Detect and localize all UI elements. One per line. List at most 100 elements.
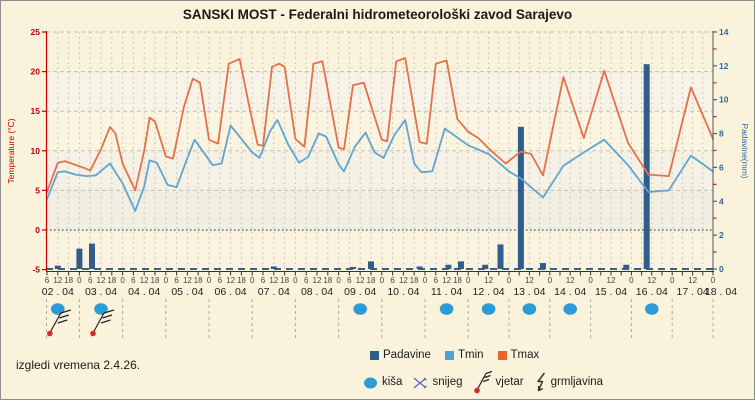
svg-text:12: 12 xyxy=(566,276,575,285)
svg-text:10 . 04: 10 . 04 xyxy=(387,286,419,298)
svg-text:5: 5 xyxy=(35,185,40,195)
rain-day-dot-icon xyxy=(94,303,108,315)
rain-day-dot-icon xyxy=(51,303,65,315)
svg-text:07 . 04: 07 . 04 xyxy=(258,286,290,298)
svg-text:12: 12 xyxy=(688,276,697,285)
svg-text:03 . 04: 03 . 04 xyxy=(85,286,117,298)
svg-text:0: 0 xyxy=(466,276,471,285)
svg-text:18: 18 xyxy=(107,276,116,285)
legend-item-vjetar: vjetar xyxy=(473,370,524,394)
legend-item-grmljavina: grmljavina xyxy=(534,372,603,393)
svg-text:18: 18 xyxy=(151,276,160,285)
svg-text:13 . 04: 13 . 04 xyxy=(513,286,545,298)
svg-text:0: 0 xyxy=(293,276,298,285)
legend-item-tmax: Tmax xyxy=(497,349,540,361)
svg-text:18: 18 xyxy=(194,276,203,285)
page-title: SANSKI MOST - Federalni hidrometeorološk… xyxy=(182,7,573,22)
svg-text:0: 0 xyxy=(120,276,125,285)
tmax-swatch-icon xyxy=(497,350,507,360)
svg-text:18: 18 xyxy=(280,276,289,285)
outlook-caption: izgledi vremena 2.4.26. xyxy=(16,358,141,372)
svg-text:14 . 04: 14 . 04 xyxy=(554,286,586,298)
svg-text:6: 6 xyxy=(347,276,352,285)
svg-text:09 . 04: 09 . 04 xyxy=(344,286,376,298)
rain-day-dot-icon xyxy=(439,303,454,315)
svg-text:12: 12 xyxy=(719,61,729,71)
legend-label-tmin: Tmin xyxy=(457,349,484,361)
legend-item-snijeg: snijeg xyxy=(412,375,463,390)
svg-text:12: 12 xyxy=(269,276,278,285)
lightning-icon xyxy=(536,372,545,391)
svg-text:14: 14 xyxy=(719,27,729,37)
legend-label-tmax: Tmax xyxy=(510,349,540,361)
legend-label-grmljavina: grmljavina xyxy=(550,376,604,388)
svg-text:12: 12 xyxy=(356,276,365,285)
svg-text:12: 12 xyxy=(525,276,534,285)
svg-text:0: 0 xyxy=(164,276,169,285)
svg-text:18: 18 xyxy=(323,276,332,285)
svg-text:8: 8 xyxy=(719,129,724,139)
legend-label-kisa: kiša xyxy=(382,376,403,388)
svg-text:0: 0 xyxy=(629,276,634,285)
svg-text:02 . 04: 02 . 04 xyxy=(42,286,74,298)
svg-text:15: 15 xyxy=(31,106,41,116)
rain-dot-icon xyxy=(364,377,377,388)
svg-text:6: 6 xyxy=(390,276,395,285)
legend-series-row: Padavine Tmin Tmax xyxy=(370,349,539,361)
svg-text:6: 6 xyxy=(218,276,223,285)
svg-text:0: 0 xyxy=(250,276,255,285)
snowflake-icon xyxy=(414,376,428,389)
svg-text:12: 12 xyxy=(97,276,106,285)
svg-text:18 . 04: 18 . 04 xyxy=(705,286,737,298)
svg-text:12: 12 xyxy=(226,276,235,285)
svg-text:12: 12 xyxy=(183,276,192,285)
wind-barb-day-icon xyxy=(90,309,115,337)
tmin-swatch-icon xyxy=(444,350,454,360)
rain-day-dot-icon xyxy=(645,303,659,315)
svg-text:20: 20 xyxy=(31,67,41,77)
svg-text:12: 12 xyxy=(53,276,62,285)
svg-text:Temperature (°C): Temperature (°C) xyxy=(6,118,16,183)
svg-text:05 . 04: 05 . 04 xyxy=(171,286,203,298)
rain-day-dot-icon xyxy=(522,303,537,315)
svg-text:25: 25 xyxy=(31,27,41,37)
svg-text:6: 6 xyxy=(131,276,136,285)
svg-text:06 . 04: 06 . 04 xyxy=(215,286,247,298)
svg-text:0: 0 xyxy=(670,276,675,285)
svg-text:6: 6 xyxy=(261,276,266,285)
wind-barb-icon xyxy=(473,370,492,394)
svg-text:12: 12 xyxy=(607,276,616,285)
legend-item-padavine: Padavine xyxy=(370,349,431,361)
svg-text:6: 6 xyxy=(45,276,50,285)
legend-label-padavine: Padavine xyxy=(383,349,431,361)
svg-text:0: 0 xyxy=(380,276,385,285)
svg-text:0: 0 xyxy=(548,276,553,285)
svg-text:0: 0 xyxy=(711,276,716,285)
svg-text:18: 18 xyxy=(237,276,246,285)
svg-text:16 . 04: 16 . 04 xyxy=(636,286,668,298)
svg-text:0: 0 xyxy=(423,276,428,285)
svg-text:0: 0 xyxy=(35,225,40,235)
svg-text:12: 12 xyxy=(484,276,493,285)
svg-text:18: 18 xyxy=(410,276,419,285)
svg-text:11 . 04: 11 . 04 xyxy=(431,286,462,298)
svg-text:6: 6 xyxy=(88,276,93,285)
svg-text:4: 4 xyxy=(719,196,724,206)
wind-barb-day-icon xyxy=(47,309,71,337)
svg-text:Padavine(mm): Padavine(mm) xyxy=(740,123,750,178)
legend-item-kisa: kiša xyxy=(363,375,402,390)
svg-text:12: 12 xyxy=(313,276,322,285)
rain-day-dot-icon xyxy=(353,303,368,315)
rain-day-dot-icon xyxy=(481,303,496,315)
svg-text:6: 6 xyxy=(434,276,439,285)
svg-text:15 . 04: 15 . 04 xyxy=(595,286,627,298)
svg-text:12 . 04: 12 . 04 xyxy=(473,286,505,298)
svg-text:-5: -5 xyxy=(32,265,40,275)
padavine-swatch-icon xyxy=(370,350,379,360)
svg-text:0: 0 xyxy=(719,264,724,274)
svg-text:08 . 04: 08 . 04 xyxy=(301,286,333,298)
svg-text:18: 18 xyxy=(367,276,376,285)
svg-text:12: 12 xyxy=(647,276,656,285)
